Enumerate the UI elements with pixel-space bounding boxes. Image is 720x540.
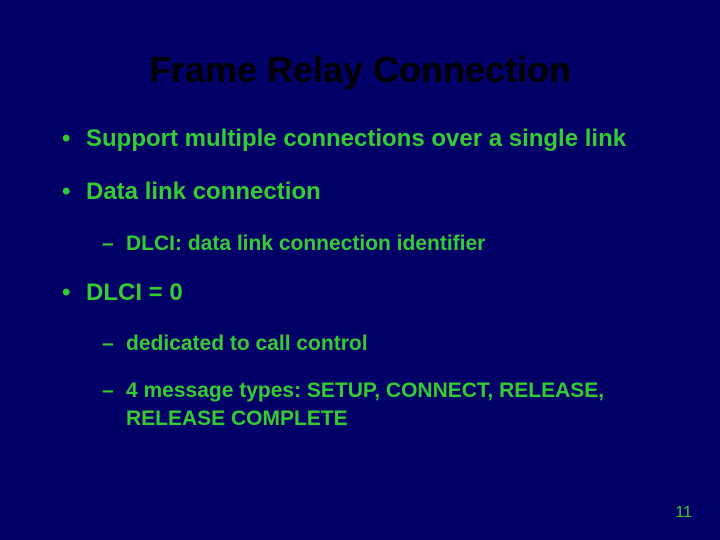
bullet-item: Data link connection xyxy=(60,176,660,207)
bullet-item: Support multiple connections over a sing… xyxy=(60,123,660,154)
sub-bullet-item: DLCI: data link connection identifier xyxy=(60,230,660,257)
sub-bullet-item: 4 message types: SETUP, CONNECT, RELEASE… xyxy=(60,377,660,432)
bullet-item: DLCI = 0 xyxy=(60,277,660,308)
page-number: 11 xyxy=(675,504,692,522)
sub-bullet-item: dedicated to call control xyxy=(60,330,660,357)
slide: Frame Relay Connection Support multiple … xyxy=(0,0,720,540)
slide-content: Support multiple connections over a sing… xyxy=(60,123,660,432)
slide-title: Frame Relay Connection xyxy=(60,48,660,91)
